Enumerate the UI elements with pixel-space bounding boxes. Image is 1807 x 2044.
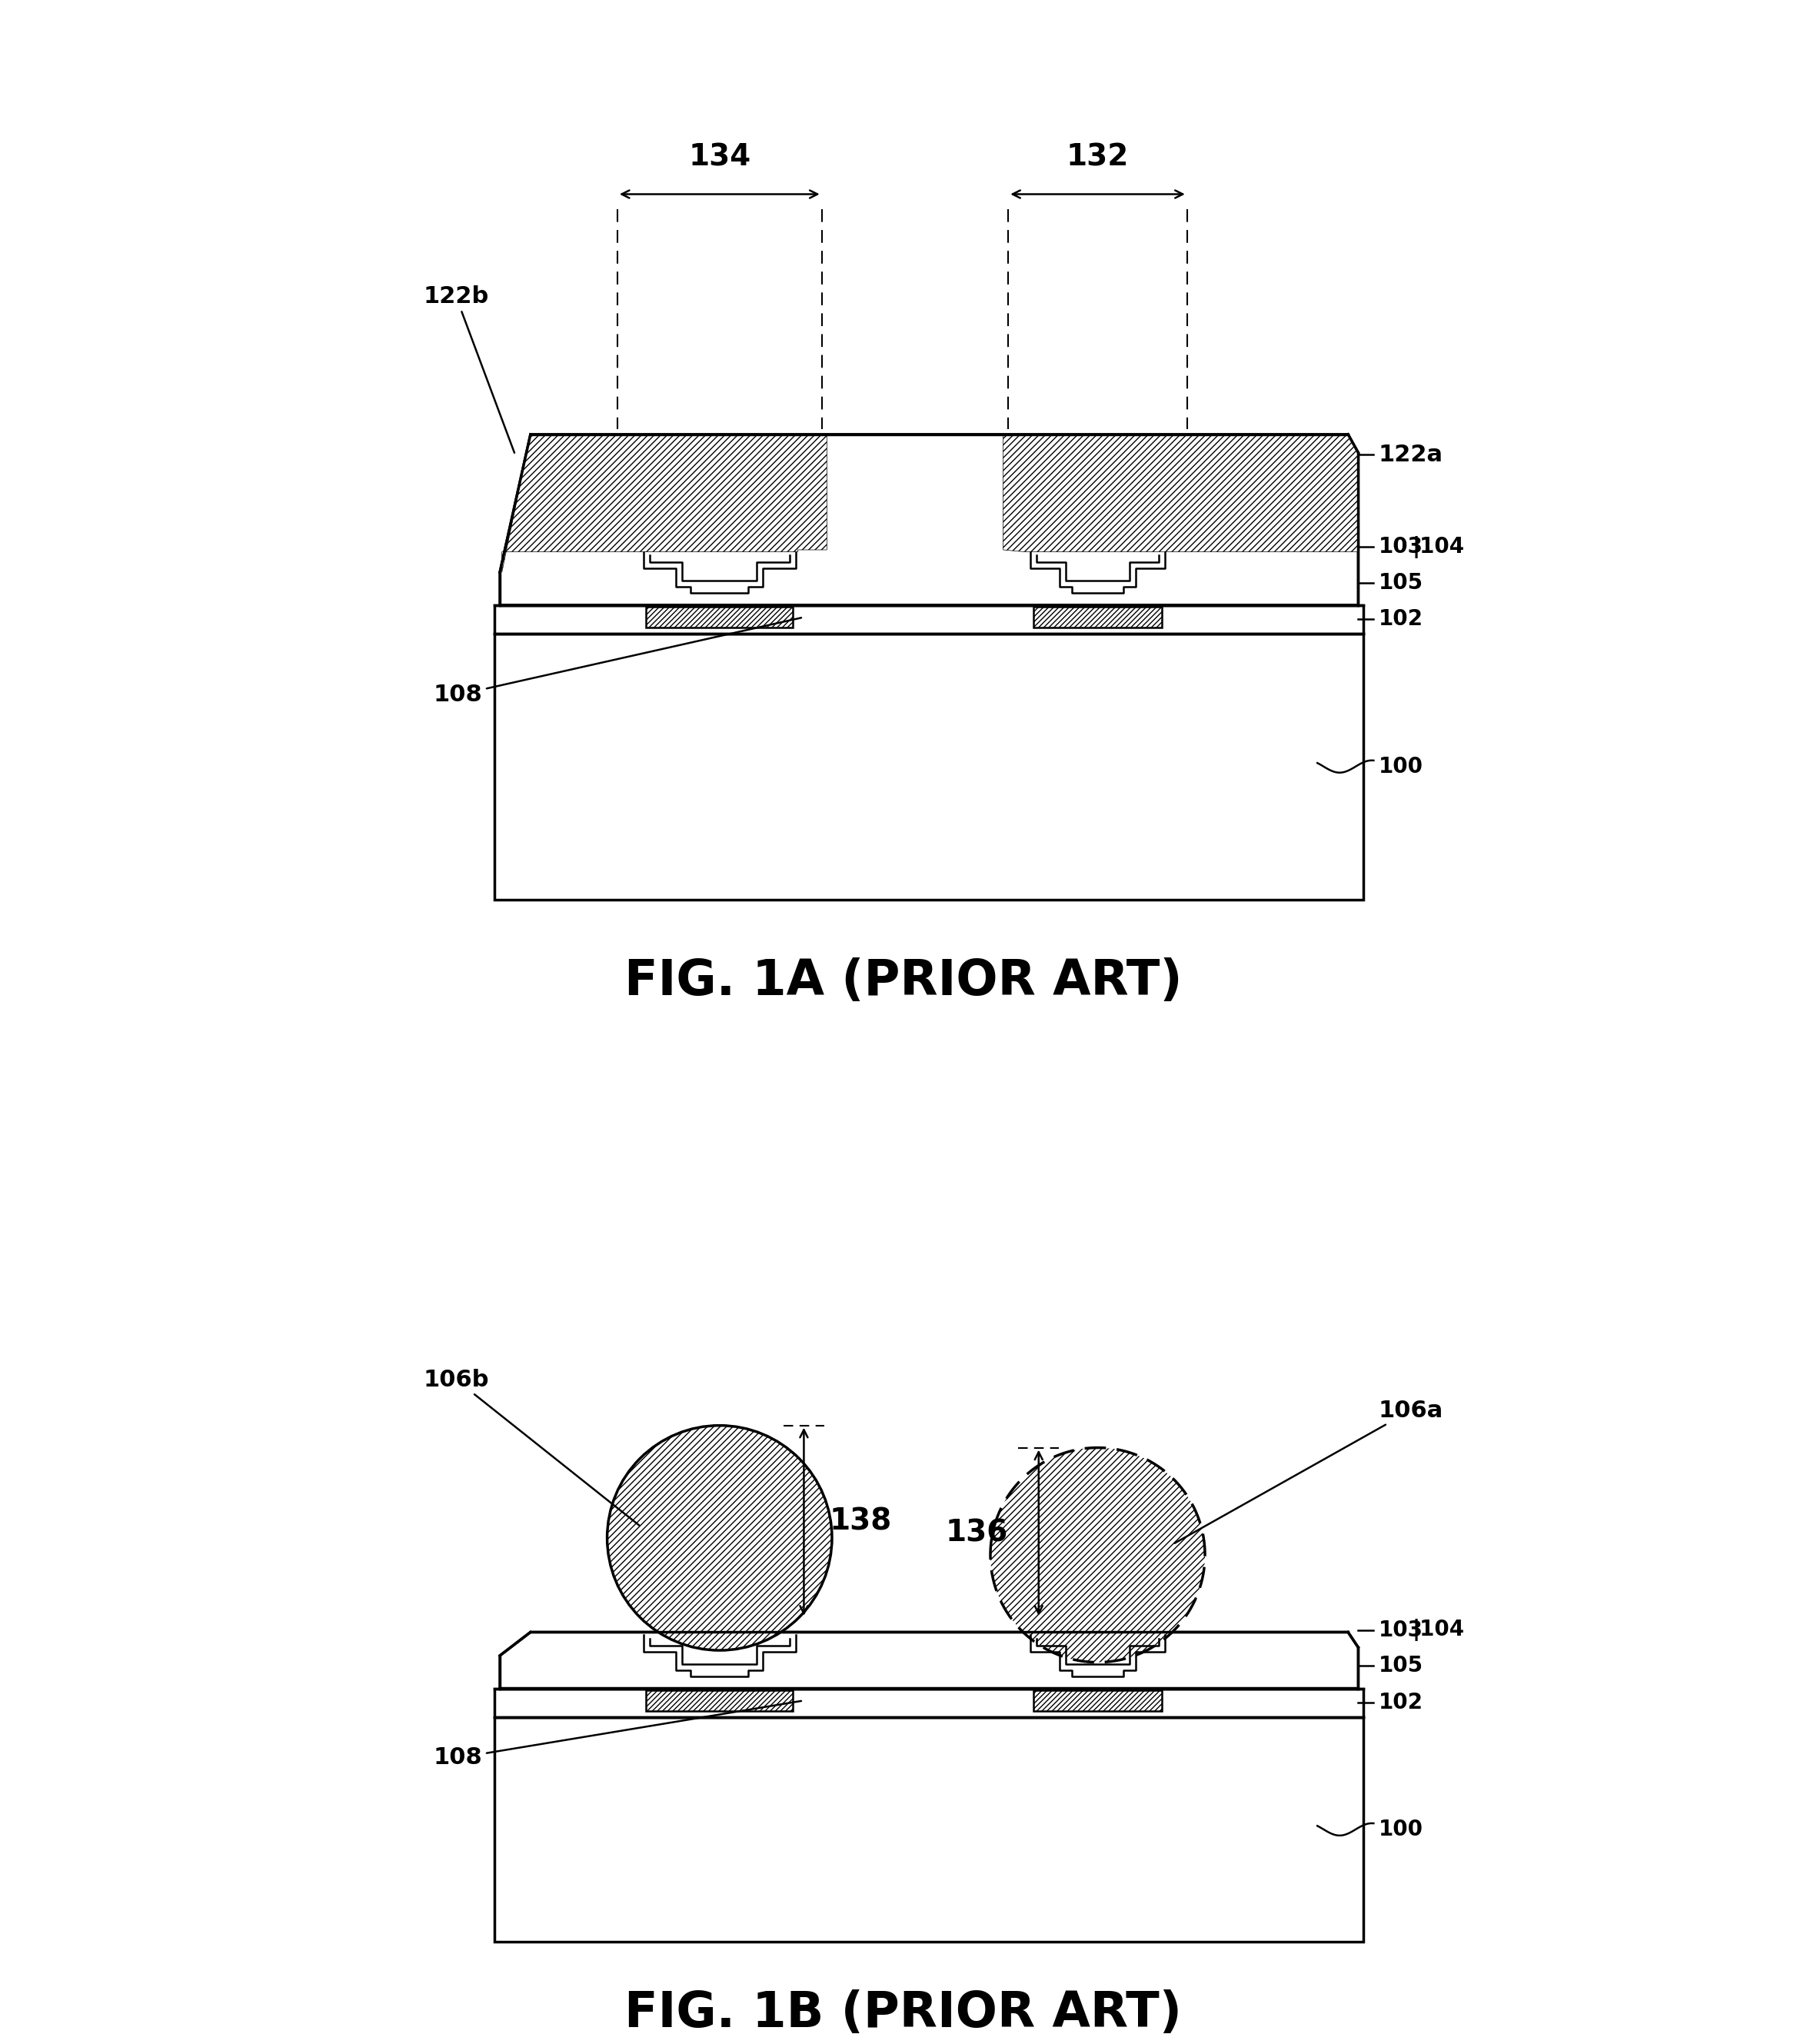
Text: 136: 136 — [945, 1519, 1008, 1547]
Polygon shape — [501, 433, 1359, 605]
Polygon shape — [502, 433, 828, 572]
Bar — [495, 605, 1362, 634]
Bar — [495, 1717, 1362, 1942]
Text: 122a: 122a — [1379, 444, 1444, 466]
Text: FIG. 1A (PRIOR ART): FIG. 1A (PRIOR ART) — [625, 957, 1182, 1006]
Text: 105: 105 — [1379, 572, 1424, 593]
Circle shape — [990, 1447, 1205, 1662]
Text: |104: |104 — [1413, 1619, 1465, 1641]
Text: |104: |104 — [1413, 536, 1465, 558]
Text: 100: 100 — [1379, 1819, 1424, 1840]
Text: 138: 138 — [829, 1506, 893, 1537]
Bar — [1034, 607, 1162, 628]
Text: FIG. 1B (PRIOR ART): FIG. 1B (PRIOR ART) — [625, 1989, 1182, 2038]
Text: 105: 105 — [1379, 1656, 1424, 1676]
Bar — [1034, 1690, 1162, 1711]
Polygon shape — [1003, 433, 1359, 552]
Text: 103: 103 — [1379, 536, 1424, 558]
Text: 106a: 106a — [1175, 1400, 1444, 1543]
Text: 100: 100 — [1379, 756, 1424, 777]
Text: 108: 108 — [434, 1701, 801, 1768]
Text: 108: 108 — [434, 617, 801, 705]
Circle shape — [607, 1425, 831, 1650]
Text: 102: 102 — [1379, 1692, 1424, 1713]
Text: 103: 103 — [1379, 1619, 1424, 1641]
Polygon shape — [495, 634, 1362, 899]
Polygon shape — [501, 1631, 1359, 1688]
Text: 122b: 122b — [423, 286, 515, 454]
Text: 102: 102 — [1379, 609, 1424, 630]
Bar — [645, 1690, 793, 1711]
Bar — [645, 607, 793, 628]
Text: 106b: 106b — [423, 1369, 640, 1525]
Text: 134: 134 — [688, 143, 750, 172]
Text: 132: 132 — [1066, 143, 1129, 172]
Bar — [495, 1688, 1362, 1717]
